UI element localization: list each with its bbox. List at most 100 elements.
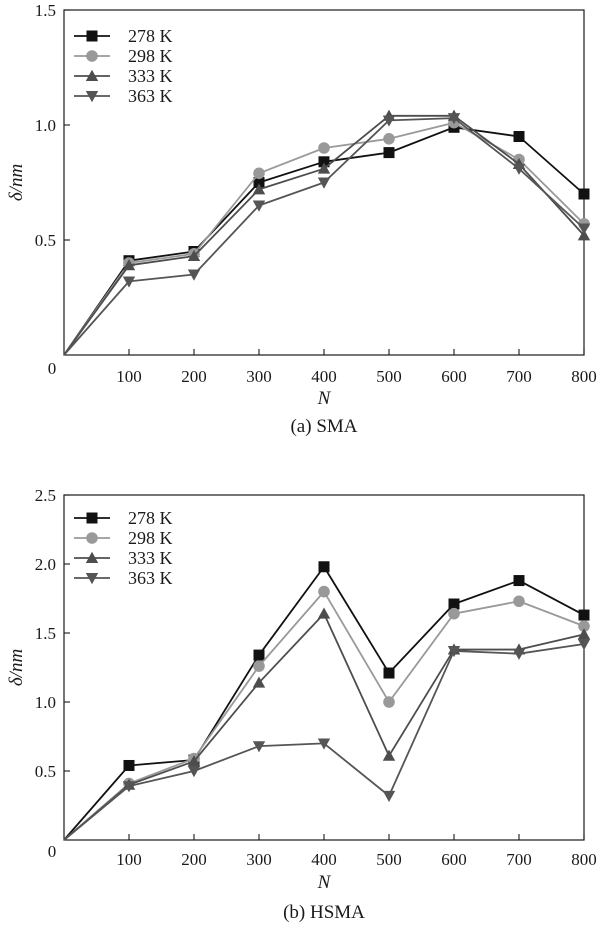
- series-363k: [63, 639, 591, 841]
- data-point: [383, 147, 395, 159]
- legend-marker: [86, 512, 98, 524]
- data-point: [318, 585, 330, 598]
- y-tick-label: 1.5: [35, 624, 56, 643]
- legend-label: 333 K: [128, 548, 173, 568]
- legend-marker: [85, 91, 99, 103]
- data-point: [253, 167, 265, 180]
- x-tick-label: 400: [311, 850, 337, 869]
- legend-label: 278 K: [128, 508, 173, 528]
- x-tick-label: 100: [116, 850, 142, 869]
- data-point: [317, 177, 331, 189]
- data-point: [253, 660, 265, 672]
- legend-label: 363 K: [128, 568, 173, 588]
- x-tick-label: 300: [246, 367, 272, 386]
- data-point: [317, 607, 331, 619]
- data-point: [513, 575, 525, 587]
- legend-label: 298 K: [128, 46, 173, 66]
- y-tick-label: 1.5: [35, 1, 56, 20]
- legend-label: 333 K: [128, 66, 173, 86]
- data-point: [252, 741, 266, 753]
- data-point: [383, 696, 395, 708]
- x-tick-label: 700: [506, 367, 532, 386]
- series-333k: [63, 607, 591, 841]
- data-point: [577, 223, 591, 235]
- series-298k: [63, 585, 590, 841]
- x-axis-title: N: [317, 872, 332, 893]
- series-line: [63, 590, 585, 841]
- data-point: [122, 259, 136, 271]
- y-tick-label: 0.5: [35, 762, 56, 781]
- data-point: [383, 667, 395, 679]
- legend-label: 363 K: [128, 86, 173, 106]
- x-tick-label: 600: [441, 367, 467, 386]
- legend-item: 363 K: [74, 86, 173, 106]
- data-point: [578, 620, 590, 632]
- legend-marker: [86, 30, 98, 42]
- data-point: [512, 163, 526, 175]
- y-axis-title: δ/nm: [6, 164, 27, 201]
- x-tick-label: 700: [506, 850, 532, 869]
- legend-marker: [86, 532, 98, 544]
- data-point: [383, 133, 395, 145]
- data-point: [577, 639, 591, 651]
- data-point: [448, 607, 460, 620]
- x-tick-label: 300: [246, 850, 272, 869]
- data-point: [447, 113, 461, 125]
- data-point: [122, 781, 136, 793]
- legend-item: 298 K: [74, 528, 173, 548]
- chart-caption: (b) HSMA: [283, 902, 365, 923]
- data-point: [317, 738, 331, 750]
- legend-item: 278 K: [74, 26, 173, 46]
- data-point: [187, 766, 201, 778]
- data-point: [512, 648, 526, 660]
- x-tick-label: 800: [571, 850, 597, 869]
- data-point: [252, 200, 266, 212]
- series-298k: [63, 116, 590, 356]
- data-point: [253, 649, 265, 661]
- chart-panel-b: 100 200 300 400 500 600 700 800 0.5 1.0 1.5 2.0 2.5 0…: [6, 486, 597, 923]
- origin-label: 0: [48, 842, 57, 861]
- x-tick-label: 500: [376, 367, 402, 386]
- data-point: [577, 229, 591, 241]
- y-tick-label: 2.0: [35, 555, 56, 574]
- legend-item: 298 K: [74, 46, 173, 66]
- data-point: [317, 162, 331, 174]
- x-tick-label: 500: [376, 850, 402, 869]
- series-363k: [63, 113, 591, 356]
- data-point: [513, 595, 525, 608]
- data-point: [318, 156, 330, 168]
- x-tick-label: 200: [181, 367, 207, 386]
- data-point: [382, 115, 396, 127]
- data-point: [382, 749, 396, 761]
- data-point: [447, 645, 461, 658]
- x-tick-label: 200: [181, 850, 207, 869]
- data-point: [187, 269, 201, 281]
- y-tick-label: 1.0: [35, 693, 56, 712]
- legend-item: 333 K: [74, 548, 173, 568]
- legend-marker: [85, 573, 99, 585]
- data-point: [123, 759, 135, 771]
- data-point: [318, 142, 330, 154]
- chart-caption: (a) SMA: [290, 416, 357, 437]
- legend-item: 278 K: [74, 508, 173, 528]
- legend-marker: [85, 551, 99, 563]
- chart-panel-a: 100 200 300 400 500 600 700 800 0.5 1.0 1.5 0 Nδ/nm (…: [6, 1, 597, 437]
- y-tick-label: 2.5: [35, 486, 56, 505]
- x-tick-label: 400: [311, 367, 337, 386]
- data-point: [252, 183, 266, 195]
- legend-item: 333 K: [74, 66, 173, 86]
- data-point: [253, 177, 265, 188]
- y-tick-label: 1.0: [35, 116, 56, 135]
- y-tick-label: 0.5: [35, 231, 56, 250]
- legend-item: 363 K: [74, 568, 173, 588]
- data-point: [187, 249, 201, 262]
- x-axis-title: N: [317, 388, 332, 409]
- legend-marker: [86, 50, 98, 62]
- x-tick-label: 600: [441, 850, 467, 869]
- data-point: [578, 609, 590, 621]
- x-tick-label: 800: [571, 367, 597, 386]
- data-point: [252, 676, 266, 688]
- legend-marker: [85, 69, 99, 81]
- legend-label: 298 K: [128, 528, 173, 548]
